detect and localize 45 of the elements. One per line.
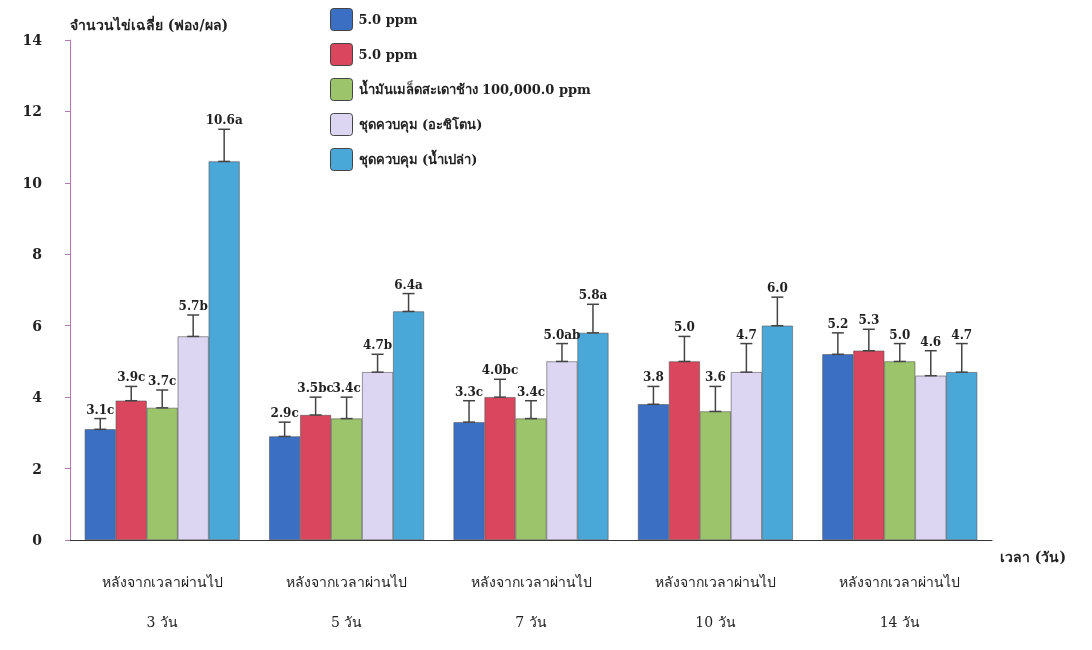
data-label: 3.9c <box>117 370 146 385</box>
y-axis-title: จำนวนไข่เฉลี่ย (ฟอง/ผล) <box>70 15 229 33</box>
data-label: 3.8 <box>643 370 664 385</box>
data-label: 3.4c <box>516 384 546 399</box>
y-tick-label: 4 <box>32 389 43 406</box>
y-tick-label: 14 <box>22 32 43 48</box>
data-label: 4.7 <box>735 327 757 342</box>
y-tick-label: 8 <box>32 246 42 263</box>
data-label: 5.7b <box>178 299 208 313</box>
y-tick-label: 10 <box>22 174 43 191</box>
y-tick-label: 6 <box>32 317 42 334</box>
data-label: 4.7 <box>951 327 973 342</box>
legend-label: ชุดควบคุม (น้ำเปล่า) <box>358 149 478 168</box>
data-label: 3.3c <box>454 384 484 399</box>
legend-label: ชุดควบคุม (อะซิโตน) <box>358 116 483 133</box>
data-label: 3.4c <box>332 381 361 396</box>
data-label: 5.0 <box>889 327 911 342</box>
data-label: 4.6 <box>920 334 942 349</box>
data-label: 3.1c <box>86 402 115 417</box>
data-label: 3.6 <box>704 370 726 385</box>
data-label: 6.0 <box>766 281 788 296</box>
data-label: 5.0ab <box>543 327 581 342</box>
y-tick-label: 2 <box>32 460 42 477</box>
y-tick-label: 12 <box>22 103 42 120</box>
data-label: 3.5bc <box>297 381 334 396</box>
x-axis-title: เวลา (วัน) <box>1000 549 1067 565</box>
category-label: หลังจากเวลาผ่านไป 14 วัน <box>839 574 961 630</box>
category-label: หลังจากเวลาผ่านไป 7 วัน <box>470 574 592 630</box>
data-label: 5.3 <box>858 313 880 328</box>
category-label: หลังจากเวลาผ่านไป 3 วัน <box>101 574 223 630</box>
data-label: 10.6a <box>205 113 243 128</box>
category-label: หลังจากเวลาผ่านไป 10 วัน <box>654 574 776 630</box>
data-label: 5.2 <box>827 316 849 331</box>
data-label: 5.0 <box>673 320 695 335</box>
data-label: 2.9c <box>270 406 299 421</box>
legend-label: 5.0 ppm <box>358 47 418 62</box>
data-label: 4.0bc <box>481 363 519 378</box>
category-label: หลังจากเวลาผ่านไป 5 วัน <box>286 574 408 630</box>
data-label: 3.7c <box>148 374 177 388</box>
data-label: 5.8a <box>578 288 608 303</box>
data-label: 6.4a <box>394 277 424 292</box>
legend-label: น้ำมันเมล็ดสะเดาช้าง 100,000.0 ppm <box>358 79 592 97</box>
y-tick-label: 0 <box>32 532 43 548</box>
data-label: 4.7b <box>362 338 393 353</box>
legend-label: 5.0 ppm <box>358 12 418 27</box>
